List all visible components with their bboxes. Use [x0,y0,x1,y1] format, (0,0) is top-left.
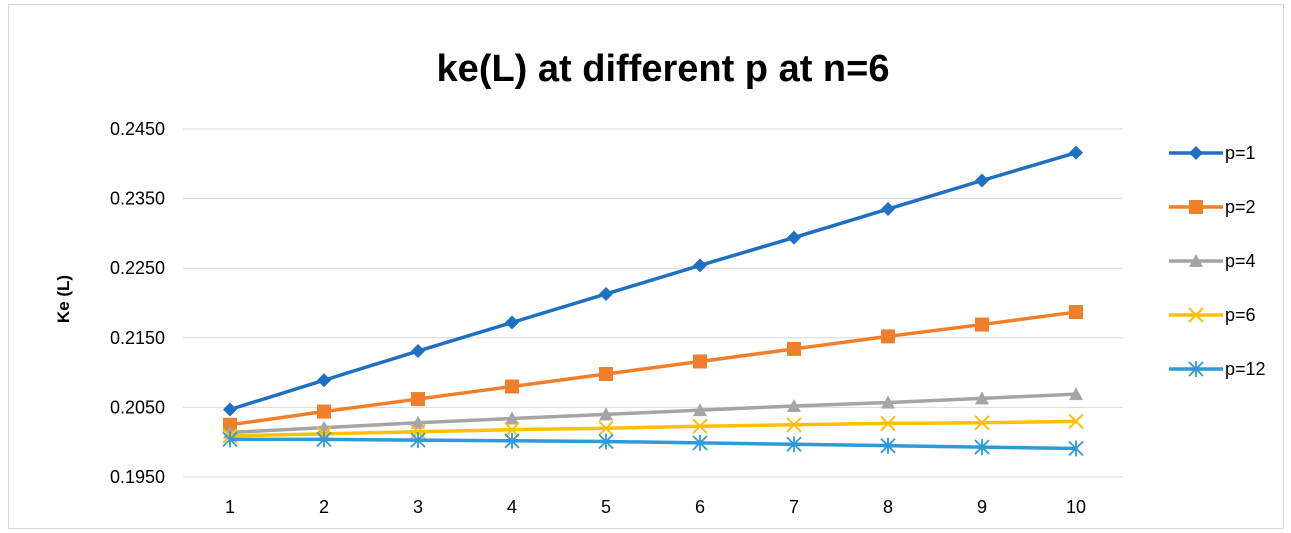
legend: p=1 p=2 p=4 p=6 p=12 [1169,143,1266,379]
data-point [692,418,708,434]
x-tick-label: 2 [319,497,329,517]
x-tick-label: 4 [507,497,517,517]
y-tick-label: 0.2350 [110,189,165,209]
data-point [881,395,895,409]
data-point [787,230,801,245]
data-point [693,258,707,273]
series-line [230,437,1077,451]
data-point [880,415,896,432]
legend-label: p=12 [1225,359,1266,379]
data-point [881,329,895,344]
legend-label: p=2 [1225,197,1256,217]
y-tick-label: 0.1950 [110,467,165,487]
legend-marker [1189,200,1203,214]
legend-label: p=4 [1225,251,1256,271]
data-point [692,434,708,451]
legend-marker [1189,146,1203,160]
series-group [222,145,1084,457]
data-point [504,432,520,449]
data-point [1069,387,1083,401]
series-p=1 [223,145,1083,417]
legend-item: p=12 [1169,359,1266,379]
data-point [786,436,802,453]
x-axis-ticks: 1 2 3 4 5 6 7 8 9 10 [225,497,1086,517]
data-point [693,403,707,417]
data-point [975,317,989,332]
legend-item: p=4 [1169,251,1256,271]
y-axis-ticks: 0.1950 0.2050 0.2150 0.2250 0.2350 0.2450 [110,119,165,487]
data-point [975,391,989,405]
data-point [222,431,238,448]
x-tick-label: 10 [1066,497,1086,517]
legend-marker [1189,254,1203,267]
legend-item: p=2 [1169,197,1256,217]
line-chart: ke(L) at different p at n=6 Ke (L) 0.195… [54,48,1266,517]
data-point [1068,440,1084,457]
data-point [505,379,519,394]
data-point [317,404,331,419]
data-point [880,437,896,454]
data-point [411,415,425,429]
data-point [881,202,895,217]
series-line [229,310,1077,427]
gridlines [183,128,1123,478]
data-point [505,315,519,330]
legend-marker [1188,307,1204,323]
data-point [974,439,990,456]
x-tick-label: 6 [695,497,705,517]
data-point [786,417,802,433]
data-point [223,417,237,432]
legend-label: p=1 [1225,143,1256,163]
series-p=2 [223,305,1083,432]
series-line [229,419,1077,438]
x-tick-label: 7 [789,497,799,517]
data-point [316,431,332,448]
data-point [411,392,425,407]
legend-marker [1188,361,1204,377]
x-tick-label: 3 [413,497,423,517]
legend-label: p=6 [1225,305,1256,325]
data-point [599,286,613,301]
y-tick-label: 0.2450 [110,119,165,139]
data-point [974,415,990,431]
legend-item: p=1 [1169,143,1256,163]
data-point [598,433,614,450]
data-point [223,402,237,417]
y-tick-label: 0.2150 [110,328,165,348]
x-tick-label: 1 [225,497,235,517]
data-point [787,341,801,356]
y-tick-label: 0.2050 [110,397,165,417]
legend-item: p=6 [1169,305,1256,325]
x-tick-label: 5 [601,497,611,517]
data-point [599,366,613,381]
series-p=4 [223,387,1083,439]
data-point [693,354,707,369]
data-point [317,373,331,388]
chart-title: ke(L) at different p at n=6 [437,48,890,90]
x-tick-label: 9 [977,497,987,517]
y-axis-label: Ke (L) [54,275,73,323]
data-point [975,173,989,188]
y-tick-label: 0.2250 [110,258,165,278]
data-point [1068,413,1084,430]
series-line [229,392,1077,435]
data-point [410,432,426,449]
data-point [411,344,425,359]
data-point [599,407,613,421]
series-line [229,150,1077,412]
series-p=12 [222,431,1084,457]
data-point [505,411,519,425]
data-point [787,399,801,413]
x-tick-label: 8 [883,497,893,517]
data-point [1069,145,1083,160]
data-point [504,421,520,438]
chart-frame: ke(L) at different p at n=6 Ke (L) 0.195… [8,4,1284,529]
data-point [598,420,614,436]
data-point [1069,305,1083,320]
